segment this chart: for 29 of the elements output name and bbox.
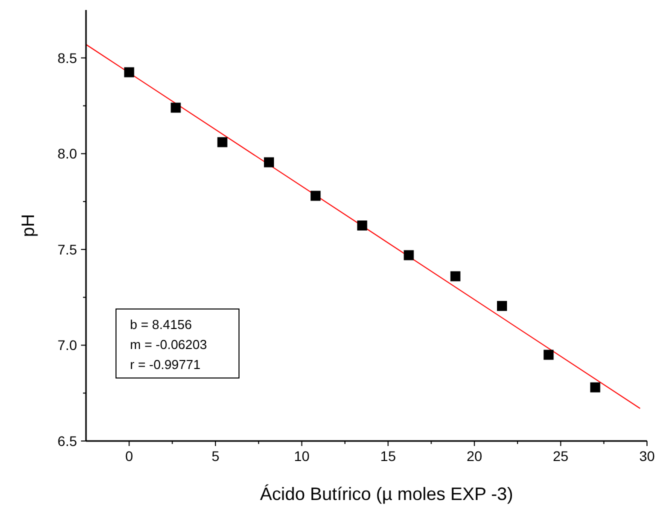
point [544, 350, 554, 360]
x-axis-title: Ácido Butírico (µ moles EXP -3) [260, 484, 514, 504]
point [264, 157, 274, 168]
x-tick-label: 5 [212, 448, 220, 464]
y-tick-label: 7.0 [58, 337, 78, 354]
y-tick-label: 8.5 [58, 50, 78, 66]
point [497, 300, 508, 311]
point [590, 382, 600, 392]
point [124, 67, 134, 78]
x-tick-label: 25 [552, 448, 569, 464]
y-tick-label: 6.5 [58, 432, 78, 449]
annotation: m = -0.06203 [130, 337, 207, 352]
y-tick-label: 7.5 [58, 241, 78, 258]
point [404, 250, 414, 260]
x-tick-label: 15 [380, 448, 396, 464]
y-tick-label: 8.0 [58, 146, 78, 162]
point [357, 220, 368, 230]
point [170, 102, 181, 113]
stats-box: b = 8.4156 m = -0.06203 r = -0.99771 [116, 308, 240, 378]
point [217, 137, 228, 148]
point [450, 271, 460, 282]
annotation: r = -0.99771 [130, 357, 200, 372]
x-tick-label: 30 [639, 448, 655, 464]
point [310, 190, 321, 201]
x-tick-label: 10 [294, 448, 310, 464]
x-tick-label: 0 [125, 448, 134, 464]
y-axis-title: pH [18, 214, 38, 238]
annotation: b = 8.4156 [130, 317, 192, 332]
x-tick-label: 20 [466, 448, 482, 464]
